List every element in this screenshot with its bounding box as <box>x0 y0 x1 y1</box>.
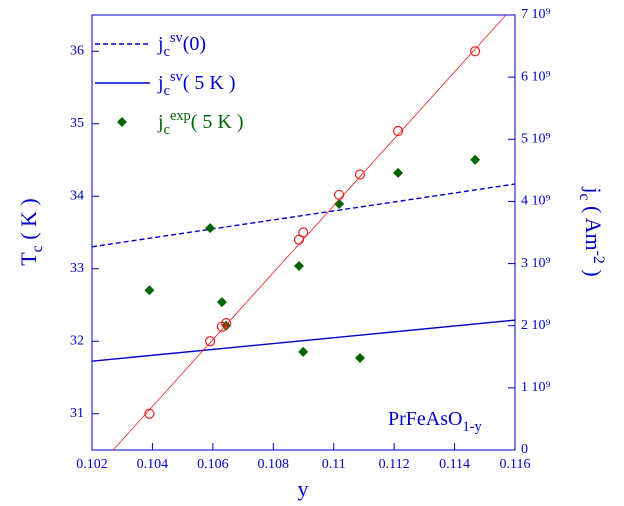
y-tick-label: 32 <box>70 333 84 348</box>
point <box>144 285 155 296</box>
point <box>298 227 309 238</box>
y-tick-label: 36 <box>70 43 84 58</box>
y2-tick-label: 6 10⁹ <box>521 69 551 84</box>
text-part: c <box>576 193 593 200</box>
point <box>205 336 216 347</box>
point <box>334 198 345 209</box>
plot-frame <box>91 14 516 451</box>
text-part: j <box>157 111 164 133</box>
series-line <box>112 14 507 451</box>
text-part: 1-y <box>462 419 482 435</box>
y2-tick-label: 2 10⁹ <box>521 318 551 333</box>
text-part: sv <box>170 69 184 85</box>
point <box>470 154 481 165</box>
series-line <box>91 183 516 248</box>
text-part: ( 5 K ) <box>183 72 236 94</box>
x-tick-label: 0.116 <box>500 457 531 472</box>
text-part: T <box>16 252 41 266</box>
text-part: ( Am <box>581 201 606 251</box>
x-tick-label: 0.114 <box>439 457 470 472</box>
point <box>216 297 227 308</box>
text-part: j <box>157 33 164 55</box>
text-part: c <box>164 44 170 60</box>
point <box>393 167 404 178</box>
text-part: ( 5 K ) <box>191 111 244 133</box>
y-tick-label: 35 <box>70 116 84 131</box>
x-tick-label: 0.112 <box>379 457 410 472</box>
x-tick-label: 0.106 <box>197 457 229 472</box>
x-tick-label: 0.104 <box>137 457 169 472</box>
text-part: c <box>164 122 170 138</box>
point <box>221 318 232 329</box>
legend-label: jcsv(0) <box>157 30 206 60</box>
text-part: PrFeAsO <box>388 408 462 430</box>
text-part: (0) <box>183 33 206 55</box>
legend-label: jcexp( 5 K ) <box>157 108 244 138</box>
point <box>334 189 345 200</box>
legend-label: jcsv( 5 K ) <box>157 69 236 99</box>
point <box>298 346 309 357</box>
annotation: PrFeAsO1-y <box>388 408 482 435</box>
y2-axis-title: jc ( Am-2 ) <box>576 186 607 276</box>
x-tick-label: 0.108 <box>258 457 290 472</box>
point <box>293 261 304 272</box>
text-part: j <box>581 186 606 193</box>
text-part: sv <box>170 30 184 46</box>
text-part: j <box>157 72 164 94</box>
x-axis-title: y <box>298 476 309 501</box>
y2-tick-label: 0 <box>521 442 528 457</box>
text-part: c <box>29 245 46 252</box>
x-tick-label: 0.102 <box>76 457 108 472</box>
text-part: -2 <box>590 251 607 264</box>
point <box>205 223 216 234</box>
point <box>392 125 404 137</box>
point <box>354 169 366 180</box>
x-tick-label: 0.11 <box>322 457 346 472</box>
point <box>470 46 481 57</box>
y2-tick-label: 4 10⁹ <box>521 194 551 209</box>
y2-tick-label: 5 10⁹ <box>521 132 551 147</box>
y-tick-label: 34 <box>70 188 84 203</box>
y-tick-label: 33 <box>70 261 84 276</box>
text-part: ) <box>581 264 606 277</box>
y-axis-title: Tc ( K ) <box>16 198 46 266</box>
legend-marker <box>117 117 127 127</box>
point <box>355 353 366 364</box>
text-part: c <box>164 83 170 99</box>
y-tick-label: 31 <box>70 406 84 421</box>
text-part: exp <box>170 108 191 124</box>
text-part: ( K ) <box>16 198 41 245</box>
y2-tick-label: 7 10⁹ <box>521 7 551 22</box>
y2-tick-label: 1 10⁹ <box>521 380 551 395</box>
y2-tick-label: 3 10⁹ <box>521 256 551 271</box>
series-line <box>91 319 516 362</box>
